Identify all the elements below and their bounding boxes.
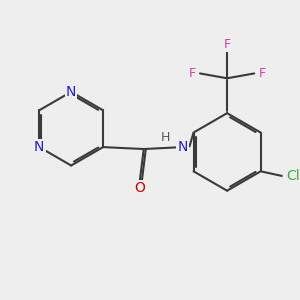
Text: O: O	[134, 181, 145, 195]
Text: N: N	[177, 140, 188, 154]
Text: Cl: Cl	[286, 169, 299, 183]
Text: N: N	[34, 140, 44, 154]
Text: H: H	[160, 131, 170, 144]
Text: F: F	[224, 38, 231, 51]
Text: N: N	[66, 85, 76, 99]
Text: F: F	[189, 67, 196, 80]
Text: F: F	[258, 67, 266, 80]
